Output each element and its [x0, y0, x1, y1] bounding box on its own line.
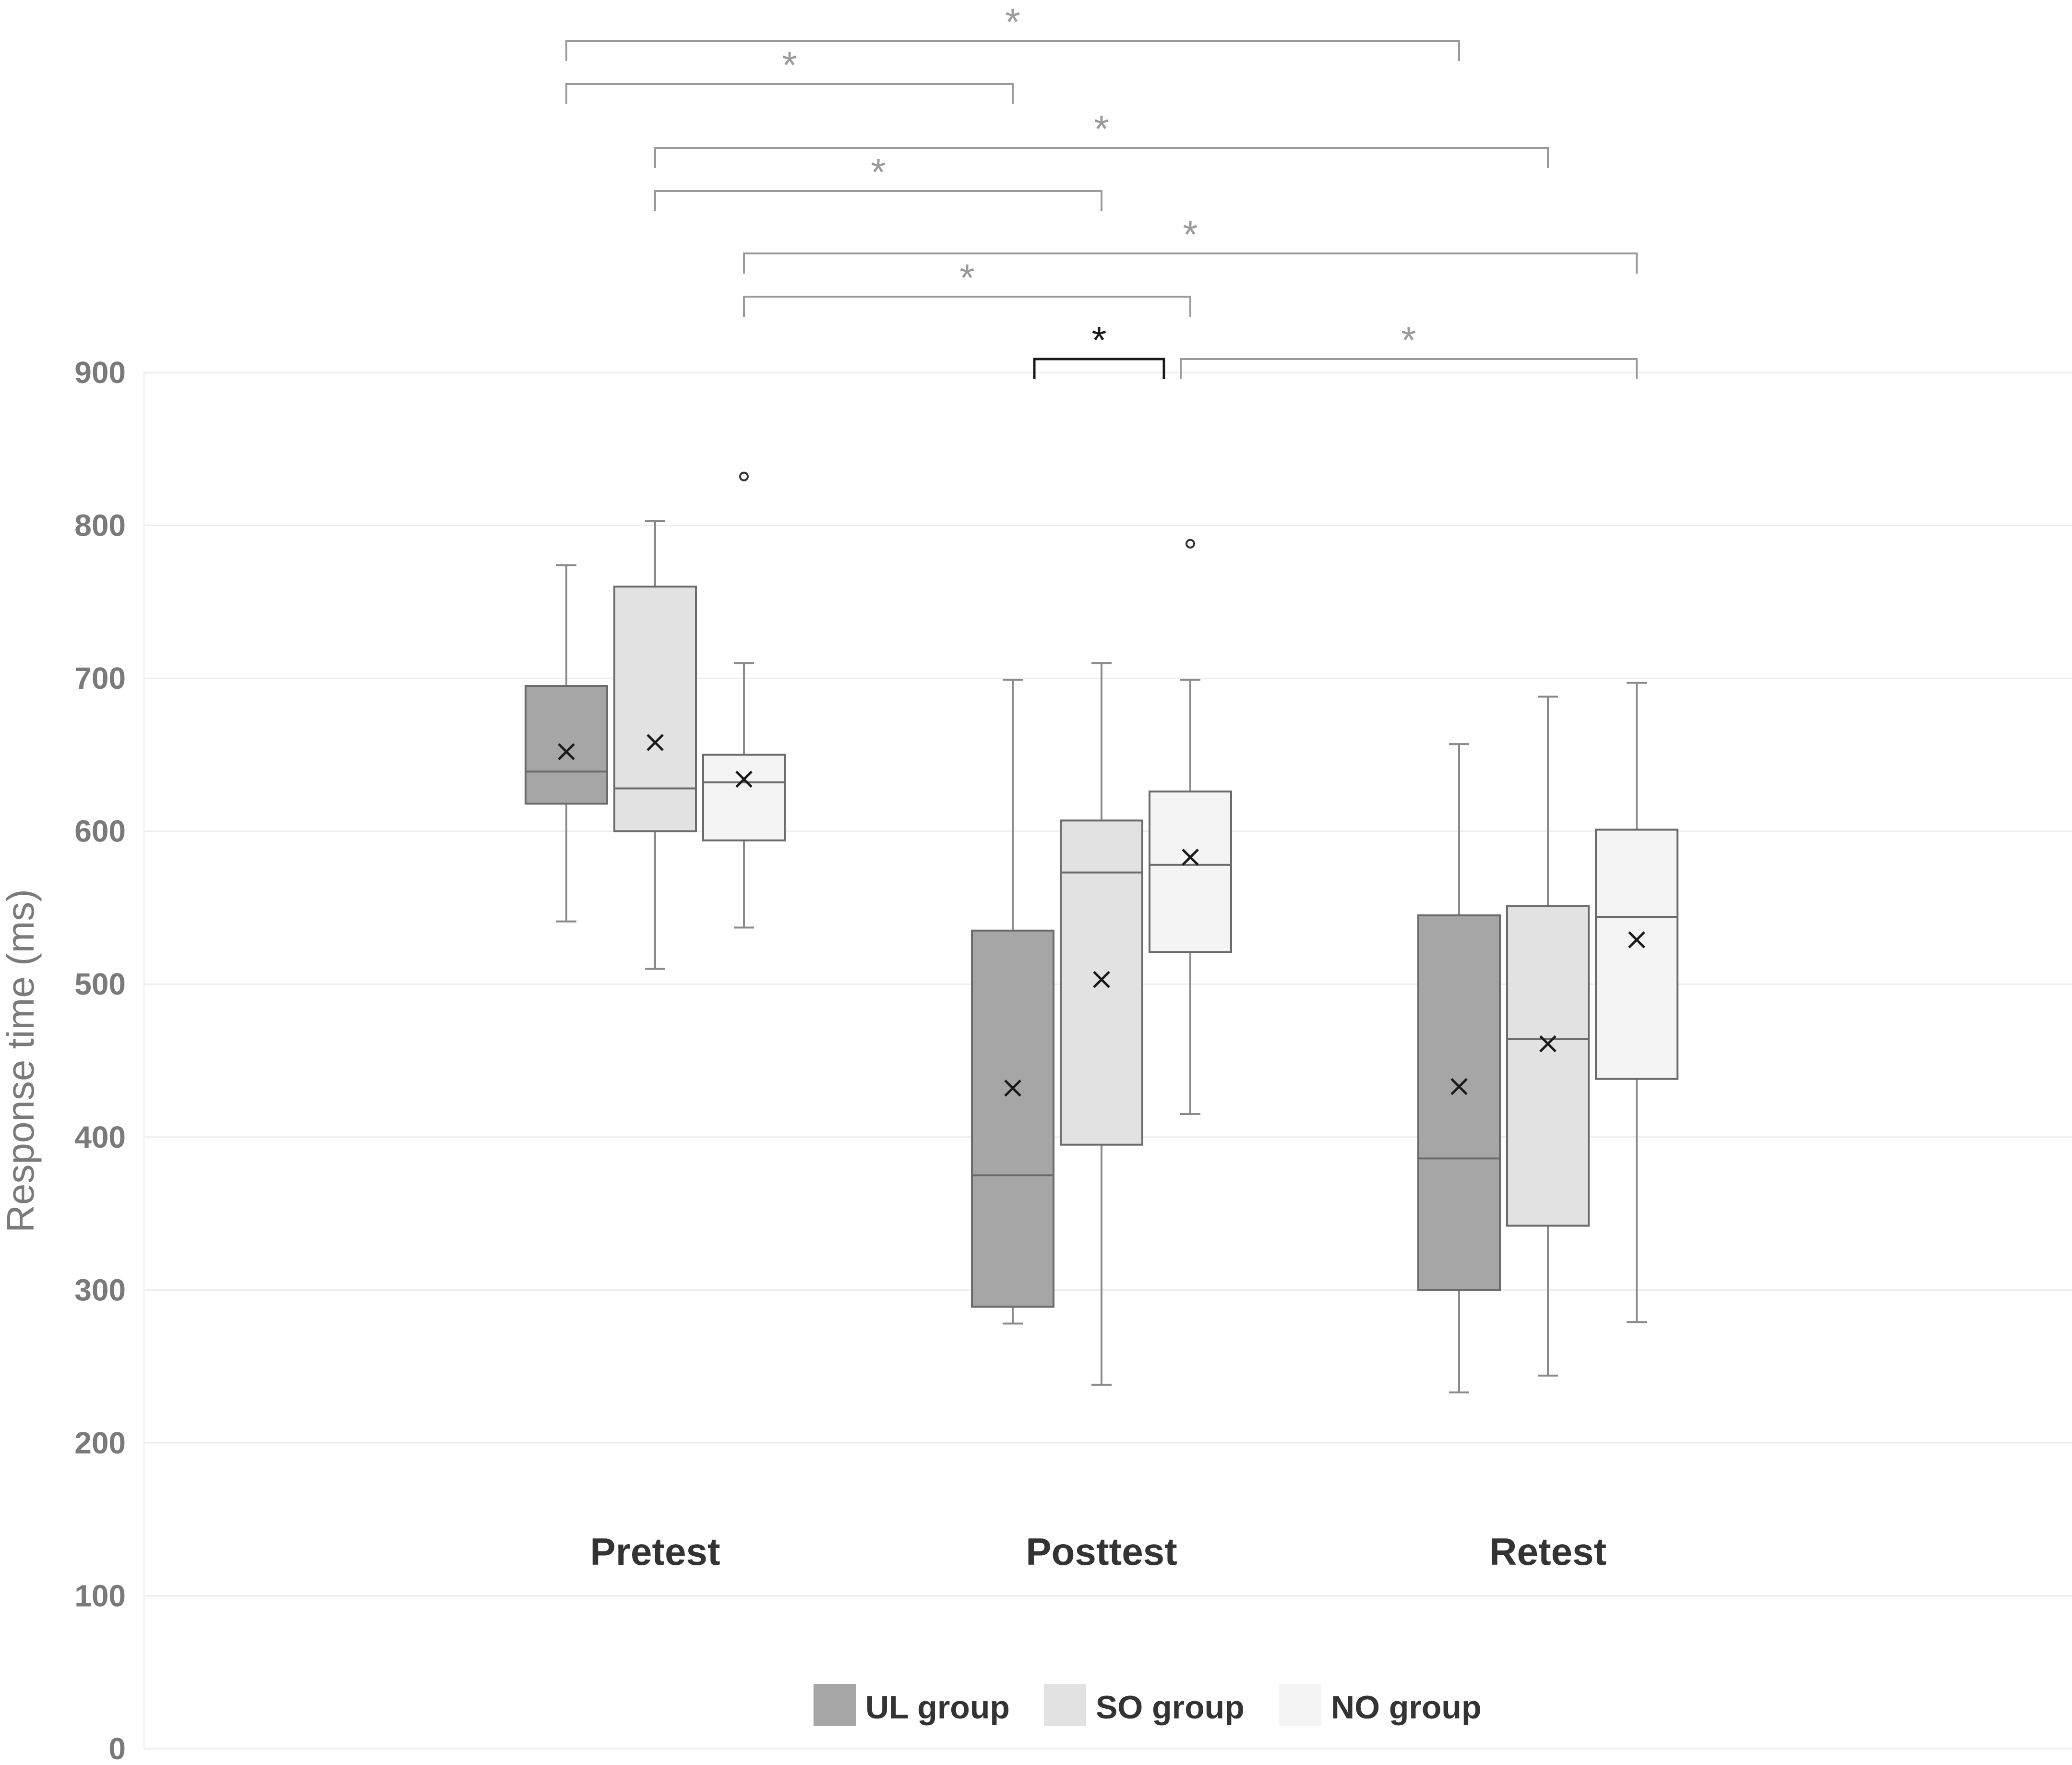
bracket-line	[654, 190, 1102, 211]
outlier-point	[1186, 539, 1195, 549]
bracket-line	[743, 296, 1191, 317]
legend-swatch	[1279, 1684, 1321, 1726]
significance-star: *	[1094, 108, 1109, 150]
y-axis-label: Response time (ms)	[0, 889, 42, 1233]
box-plot	[702, 471, 786, 929]
box-plot	[1149, 539, 1232, 1115]
y-tick-label: 300	[74, 1273, 126, 1307]
box-iqr	[613, 585, 697, 832]
box-plot	[1060, 662, 1143, 1386]
axis-layer: 0 100 200 300 400 500 600 700 800 900 Pretest Postt…	[74, 355, 1606, 1765]
significance-star: *	[871, 151, 886, 193]
significance-star: *	[959, 256, 974, 299]
mean-marker	[1182, 849, 1199, 866]
significance-layer: * * * * * * * *	[565, 0, 1638, 379]
legend-swatch	[814, 1684, 856, 1726]
y-tick-label: 800	[74, 508, 126, 543]
significance-star: *	[1183, 213, 1198, 256]
legend-label: UL group	[865, 1689, 1010, 1726]
box-iqr	[1417, 914, 1501, 1291]
box-plot	[971, 679, 1054, 1325]
box-layer	[525, 471, 1678, 1393]
category-label: Retest	[1489, 1530, 1607, 1573]
significance-bracket: *	[654, 151, 1102, 211]
mean-marker	[1539, 1035, 1557, 1053]
bracket-line	[743, 252, 1638, 274]
outlier-point	[739, 471, 749, 481]
box-iqr	[525, 685, 608, 805]
legend-item: UL group	[814, 1684, 1010, 1726]
y-tick-label: 200	[74, 1426, 126, 1460]
box-plot	[1417, 743, 1501, 1393]
category-label: Posttest	[1026, 1530, 1177, 1573]
box-plot	[1595, 682, 1678, 1323]
bracket-line	[1033, 358, 1165, 379]
box-plot	[525, 564, 608, 923]
legend-swatch	[1044, 1684, 1086, 1726]
mean-marker	[1628, 931, 1645, 949]
y-tick-label: 900	[74, 355, 126, 390]
bracket-line	[565, 83, 1014, 104]
bracket-line	[565, 40, 1460, 61]
legend: UL group SO group NO group	[814, 1684, 1482, 1726]
significance-bracket: *	[1180, 319, 1638, 379]
box-iqr	[1506, 905, 1590, 1227]
box-iqr	[702, 754, 786, 841]
significance-bracket: *	[565, 0, 1460, 61]
significance-bracket: *	[654, 108, 1549, 168]
mean-marker	[735, 770, 753, 788]
mean-marker	[1004, 1080, 1021, 1097]
mean-marker	[558, 743, 575, 760]
box-iqr	[1149, 790, 1232, 953]
legend-label: NO group	[1331, 1689, 1482, 1726]
legend-item: SO group	[1044, 1684, 1245, 1726]
significance-star: *	[1091, 319, 1106, 361]
y-tick-label: 600	[74, 814, 126, 849]
significance-star: *	[1401, 319, 1416, 361]
y-tick-label: 100	[74, 1578, 126, 1613]
significance-star: *	[782, 44, 797, 86]
mean-marker	[1450, 1078, 1468, 1095]
box-plot	[1506, 696, 1590, 1377]
legend-label: SO group	[1096, 1689, 1245, 1726]
mean-marker	[1093, 971, 1110, 988]
y-tick-label: 500	[74, 967, 126, 1001]
box-plot	[613, 519, 697, 970]
significance-star: *	[1005, 0, 1020, 43]
significance-bracket: *	[743, 256, 1191, 317]
category-label: Pretest	[590, 1530, 720, 1573]
box-iqr	[1595, 828, 1678, 1080]
y-tick-label: 0	[108, 1731, 126, 1765]
bracket-line	[654, 147, 1549, 168]
bracket-line	[1180, 358, 1638, 379]
y-tick-label: 700	[74, 661, 126, 696]
significance-bracket: *	[1033, 319, 1165, 379]
legend-item: NO group	[1279, 1684, 1482, 1726]
significance-bracket: *	[565, 44, 1014, 104]
y-tick-label: 400	[74, 1120, 126, 1154]
box-iqr	[1060, 819, 1143, 1146]
significance-bracket: *	[743, 213, 1638, 274]
mean-marker	[647, 734, 664, 751]
box-iqr	[971, 929, 1054, 1308]
